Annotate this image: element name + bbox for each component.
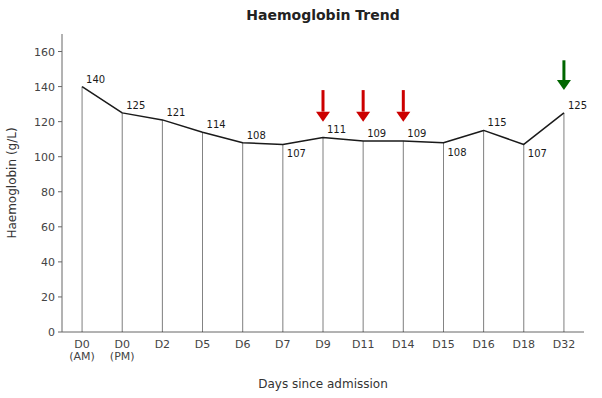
y-tick-label: 100 <box>34 151 55 164</box>
y-tick-label: 20 <box>41 291 55 304</box>
data-label: 115 <box>488 117 507 128</box>
x-tick-label: D32 <box>553 338 575 351</box>
arrow-shaft <box>362 90 365 112</box>
arrow-shaft <box>402 90 405 112</box>
arrow-head <box>316 112 330 122</box>
x-tick-label-line: D15 <box>432 338 454 351</box>
y-tick-label: 60 <box>41 221 55 234</box>
x-tick-label: D15 <box>432 338 454 351</box>
annotation-arrow <box>316 90 330 122</box>
stem <box>523 144 524 332</box>
stem <box>242 143 243 332</box>
y-tick-label: 40 <box>41 256 55 269</box>
stem <box>282 144 283 332</box>
data-label: 108 <box>247 130 266 141</box>
y-tick <box>58 191 62 192</box>
x-tick-label: D6 <box>235 338 250 351</box>
y-tick <box>58 296 62 297</box>
stem <box>403 141 404 332</box>
y-tick <box>58 226 62 227</box>
x-tick-label: D5 <box>195 338 210 351</box>
data-label: 114 <box>207 119 226 130</box>
y-tick <box>58 261 62 262</box>
data-label: 107 <box>287 148 306 159</box>
data-label: 107 <box>528 148 547 159</box>
arrow-shaft <box>562 60 565 80</box>
arrow-head <box>557 80 571 90</box>
data-label: 125 <box>568 100 587 111</box>
y-axis-line <box>62 34 63 332</box>
y-tick-label: 120 <box>34 116 55 129</box>
x-tick-label: D7 <box>275 338 290 351</box>
stem <box>443 143 444 332</box>
x-tick-label-line: D16 <box>472 338 494 351</box>
arrow-head <box>356 112 370 122</box>
y-tick-label: 0 <box>48 326 55 339</box>
x-tick-label: D16 <box>472 338 494 351</box>
chart: Haemoglobin Trend 0 20 40 60 80 100 120 140 160 Ha… <box>0 0 602 398</box>
line <box>82 87 564 145</box>
x-tick-label: D18 <box>513 338 535 351</box>
data-label: 140 <box>86 74 105 85</box>
stem <box>162 120 163 332</box>
y-tick <box>58 156 62 157</box>
y-tick-label: 80 <box>41 186 55 199</box>
stem <box>122 113 123 332</box>
y-tick <box>58 332 62 333</box>
y-tick <box>58 51 62 52</box>
y-tick <box>58 121 62 122</box>
x-tick-label-line: D2 <box>155 338 170 351</box>
x-tick-label-line: D11 <box>352 338 374 351</box>
data-label: 111 <box>327 124 346 135</box>
data-label: 108 <box>447 147 466 158</box>
x-tick-label: D14 <box>392 338 414 351</box>
x-tick-label-line: D7 <box>275 338 290 351</box>
x-tick-label: D2 <box>155 338 170 351</box>
x-axis-label: Days since admission <box>258 377 388 391</box>
data-label: 121 <box>166 107 185 118</box>
annotation-arrow <box>557 60 571 90</box>
annotation-arrow <box>396 90 410 122</box>
x-tick-label-line: D18 <box>513 338 535 351</box>
data-label: 125 <box>126 100 145 111</box>
x-tick-label-line: D9 <box>315 338 330 351</box>
title: Haemoglobin Trend <box>246 7 399 23</box>
stem <box>323 137 324 332</box>
x-tick-label: D9 <box>315 338 330 351</box>
x-tick-label-line: D6 <box>235 338 250 351</box>
x-tick-label-line: D5 <box>195 338 210 351</box>
x-tick-label: D0(AM) <box>69 338 95 363</box>
x-tick-label-line: D14 <box>392 338 414 351</box>
arrow-head <box>396 112 410 122</box>
y-tick-label: 160 <box>34 46 55 59</box>
data-label: 109 <box>407 128 426 139</box>
data-label: 109 <box>367 128 386 139</box>
stem <box>363 141 364 332</box>
x-tick-label-line: (PM) <box>110 350 135 363</box>
stem <box>563 113 564 332</box>
annotation-arrow <box>356 90 370 122</box>
stem <box>483 130 484 332</box>
y-tick <box>58 86 62 87</box>
stem <box>82 87 83 332</box>
arrow-shaft <box>322 90 325 112</box>
x-tick-label: D0(PM) <box>110 338 135 363</box>
x-tick-label-line: (AM) <box>69 350 95 363</box>
plot-area <box>82 60 571 332</box>
x-tick-label-line: D32 <box>553 338 575 351</box>
x-tick-label: D11 <box>352 338 374 351</box>
y-axis-label: Haemoglobin (g/L) <box>5 127 19 238</box>
y-tick-label: 140 <box>34 81 55 94</box>
stem <box>202 132 203 332</box>
